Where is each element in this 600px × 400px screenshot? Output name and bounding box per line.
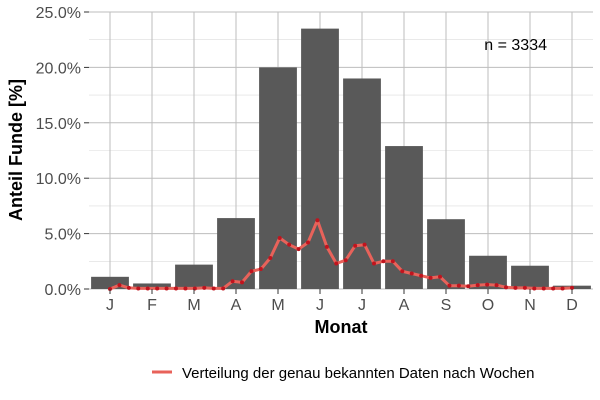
weekly-point-7 [174,286,178,291]
weekly-point-40 [485,282,490,287]
weekly-point-32 [409,271,414,276]
x-tick-label: J [358,297,366,314]
weekly-point-19 [287,242,292,247]
y-axis-title: Anteil Funde [%] [6,79,26,221]
bar-2 [175,264,213,289]
x-tick-label: J [316,297,324,314]
weekly-point-34 [428,275,433,280]
weekly-point-22 [315,218,320,223]
weekly-point-45 [532,286,537,291]
x-tick-label: A [231,297,242,314]
x-tick-label: O [482,297,494,314]
weekly-point-30 [390,259,395,264]
weekly-point-27 [362,242,367,247]
weekly-point-43 [513,285,518,290]
bar-4 [259,67,297,290]
weekly-point-3 [136,286,141,291]
weekly-point-46 [541,286,546,291]
weekly-point-39 [475,283,480,288]
weekly-point-49 [570,285,574,290]
weekly-point-24 [334,261,339,266]
y-tick-label: 10.0% [36,171,81,188]
weekly-point-4 [145,286,150,291]
x-tick-label: J [106,297,114,314]
weekly-point-42 [504,285,508,290]
x-tick-label: F [147,297,157,314]
weekly-point-6 [164,286,169,291]
weekly-point-35 [438,274,442,279]
weekly-point-10 [202,285,207,290]
weekly-point-41 [494,283,499,288]
weekly-point-47 [551,286,556,291]
y-tick-label: 0.0% [45,282,81,299]
y-tick-label: 15.0% [36,116,81,133]
weekly-point-12 [221,286,226,291]
axes: 0.0% 5.0% 10.0% 15.0% 20.0% 25.0% J F M A M J J A S O N D [36,5,578,314]
weekly-point-38 [466,284,471,289]
weekly-point-31 [400,269,405,274]
weekly-distribution-line [108,218,574,291]
x-tick-label: M [187,297,200,314]
weekly-point-36 [447,283,452,288]
weekly-point-9 [192,286,197,291]
weekly-point-33 [419,273,424,278]
weekly-point-29 [381,259,386,264]
weekly-point-28 [372,261,376,266]
weekly-point-48 [560,286,565,291]
weekly-point-2 [126,285,131,290]
sample-size-annotation: n = 3334 [484,37,547,54]
x-tick-label: M [271,297,284,314]
weekly-point-44 [522,285,527,290]
weekly-point-15 [249,269,254,274]
weekly-point-11 [211,286,216,291]
y-tick-label: 20.0% [36,60,81,77]
legend: Verteilung der genau bekannten Daten nac… [152,365,535,382]
x-tick-label: N [524,297,536,314]
x-axis-title: Monat [315,317,368,337]
weekly-point-18 [277,236,282,241]
weekly-point-37 [456,283,461,288]
weekly-point-16 [258,267,263,272]
bar-1 [133,283,171,289]
weekly-point-14 [240,280,244,285]
bar-7 [385,146,423,289]
weekly-point-20 [296,247,301,252]
bar-3 [217,218,255,289]
bar-5 [301,28,339,290]
legend-label-weekly-distribution: Verteilung der genau bekannten Daten nac… [182,365,535,382]
x-tick-label: D [566,297,578,314]
y-tick-label: 25.0% [36,5,81,22]
weekly-point-1 [117,283,122,288]
weekly-point-26 [353,243,358,248]
x-tick-label: S [441,297,452,314]
x-tick-label: A [399,297,410,314]
weekly-point-21 [306,240,310,245]
weekly-point-5 [155,286,160,291]
bar-10 [511,265,549,289]
y-tick-label: 5.0% [45,227,81,244]
weekly-point-8 [183,286,188,291]
weekly-point-23 [324,244,329,249]
weekly-point-13 [230,279,235,284]
weekly-point-25 [343,258,348,263]
weekly-point-17 [268,255,273,260]
